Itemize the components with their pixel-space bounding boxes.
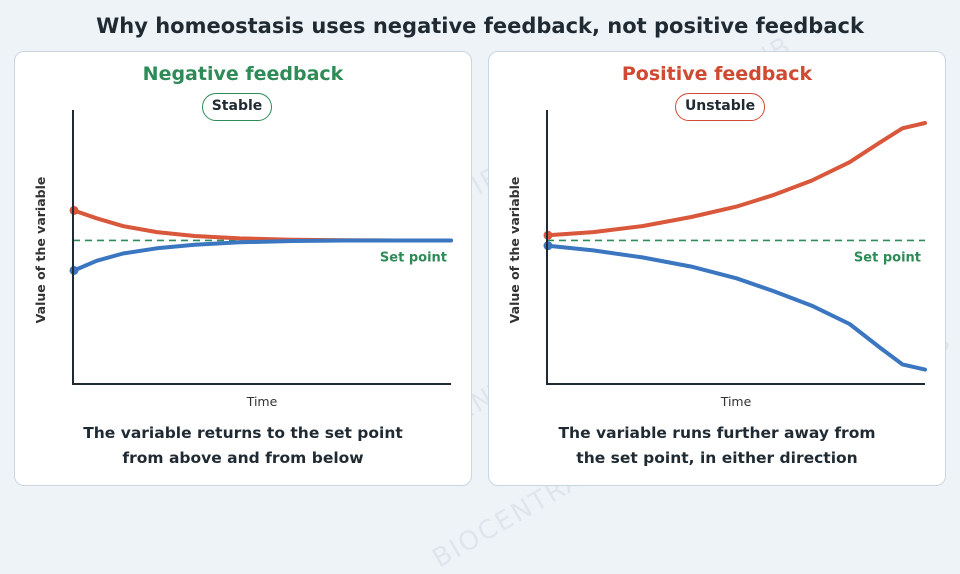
caption-line: The variable runs further away from xyxy=(558,424,876,442)
main-title: Why homeostasis uses negative feedback, … xyxy=(96,14,864,38)
y-axis-label: Value of the variable xyxy=(507,177,522,324)
set-point-label: Set point xyxy=(380,250,447,265)
negative-feedback-chart: Set point Time Value of the variable xyxy=(33,110,453,409)
y-axis-label: Value of the variable xyxy=(33,177,48,324)
panel-title: Negative feedback xyxy=(142,63,344,85)
set-point-label: Set point xyxy=(854,250,921,265)
panel-title: Positive feedback xyxy=(621,63,813,85)
panel-caption: The variable runs further away from the … xyxy=(489,421,945,471)
stable-badge: Stable xyxy=(202,93,272,121)
series-line-below xyxy=(546,243,927,372)
series-line-above xyxy=(546,121,927,238)
series-line-below xyxy=(72,238,453,273)
unstable-badge: Unstable xyxy=(675,93,765,121)
positive-feedback-chart: Set point Time Value of the variable xyxy=(507,110,927,409)
x-axis-label: Time xyxy=(246,394,278,409)
panel-caption: The variable returns to the set point fr… xyxy=(15,421,471,471)
series-line-above xyxy=(72,208,453,243)
x-axis-label: Time xyxy=(720,394,752,409)
negative-feedback-panel: Negative feedback Stable Set point Time Va… xyxy=(14,51,472,486)
caption-line: from above and from below xyxy=(122,449,364,467)
caption-line: the set point, in either direction xyxy=(576,449,858,467)
caption-line: The variable returns to the set point xyxy=(83,424,403,442)
positive-feedback-panel: Positive feedback Unstable Set point Time… xyxy=(488,51,946,486)
